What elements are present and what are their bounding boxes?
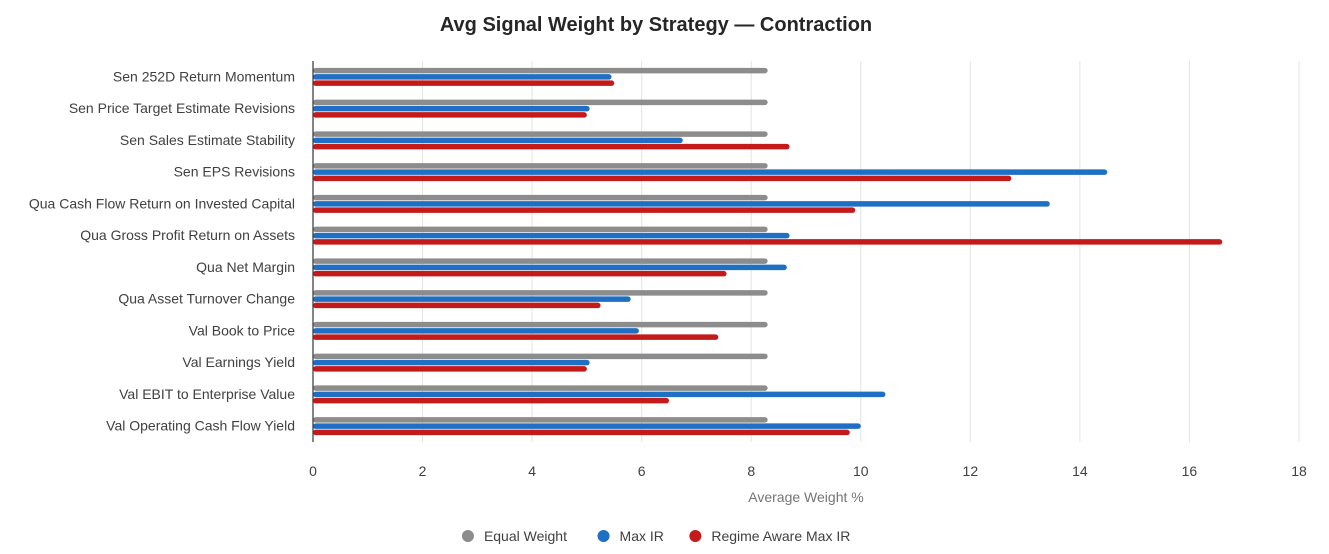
- bar-regime-aware-max-ir: [313, 334, 719, 340]
- bar-regime-aware-max-ir: [313, 429, 850, 436]
- y-category-label: Qua Net Margin: [196, 259, 295, 275]
- legend-item[interactable]: Max IR: [597, 528, 664, 544]
- legend-label: Regime Aware Max IR: [711, 528, 850, 544]
- y-category-label: Sen Price Target Estimate Revisions: [69, 100, 295, 116]
- bar-regime-aware-max-ir: [313, 302, 601, 309]
- bar-equal-weight: [313, 226, 768, 233]
- bar-regime-aware-max-ir: [313, 397, 670, 404]
- x-tick-label: 4: [528, 463, 536, 479]
- y-category-label: Val Book to Price: [189, 322, 296, 338]
- bar-regime-aware-max-ir: [313, 112, 587, 118]
- y-category-label: Sen Sales Estimate Stability: [120, 132, 295, 148]
- legend-marker: [597, 530, 610, 542]
- legend-label: Equal Weight: [484, 528, 567, 544]
- x-tick-label: 18: [1291, 463, 1307, 479]
- bar-regime-aware-max-ir: [313, 270, 727, 277]
- x-tick-label: 14: [1072, 463, 1088, 479]
- bar-max-ir: [313, 391, 886, 398]
- bar-max-ir: [313, 359, 590, 366]
- axes: 0 2 4 6 8 10 12 14 16 18 Sen 252D Return Momentum S…: [29, 61, 1307, 479]
- y-category-label: Val EBIT to Enterprise Value: [119, 386, 295, 402]
- legend-marker: [461, 530, 474, 542]
- x-tick-label: 0: [309, 463, 317, 479]
- bar-max-ir: [313, 264, 787, 271]
- bar-equal-weight: [313, 258, 768, 264]
- bar-equal-weight: [313, 131, 768, 137]
- bar-regime-aware-max-ir: [313, 143, 790, 150]
- bar-regime-aware-max-ir: [313, 80, 615, 86]
- x-axis-title: Average Weight %: [748, 489, 863, 505]
- y-category-label: Qua Asset Turnover Change: [118, 291, 295, 307]
- legend-label: Max IR: [620, 528, 664, 544]
- y-category-label: Sen EPS Revisions: [174, 164, 295, 180]
- bar-regime-aware-max-ir: [313, 207, 856, 213]
- y-category-label: Sen 252D Return Momentum: [113, 68, 295, 84]
- bar-equal-weight: [313, 321, 768, 328]
- bars: [313, 67, 1223, 436]
- bar-equal-weight: [313, 99, 768, 106]
- bar-max-ir: [313, 328, 639, 334]
- bar-max-ir: [313, 105, 590, 112]
- y-category-label: Val Earnings Yield: [182, 354, 295, 370]
- y-category-label: Qua Cash Flow Return on Invested Capital: [29, 195, 295, 211]
- legend-marker: [689, 530, 702, 542]
- x-tick-label: 6: [638, 463, 646, 479]
- x-tick-label: 10: [853, 463, 869, 479]
- bar-equal-weight: [313, 194, 768, 201]
- x-tick-label: 16: [1182, 463, 1198, 479]
- grid-lines: [422, 61, 1300, 442]
- bar-equal-weight: [313, 417, 768, 423]
- bar-max-ir: [313, 296, 631, 302]
- bar-max-ir: [313, 423, 861, 429]
- bar-equal-weight: [313, 67, 768, 74]
- legend: Equal Weight Max IR Regime Aware Max IR: [461, 528, 850, 544]
- bar-equal-weight: [313, 163, 768, 169]
- chart-title: Avg Signal Weight by Strategy — Contract…: [440, 14, 872, 36]
- bar-regime-aware-max-ir: [313, 366, 587, 372]
- bar-max-ir: [313, 74, 612, 80]
- bar-regime-aware-max-ir: [313, 175, 1012, 182]
- bar-max-ir: [313, 201, 1050, 207]
- bar-equal-weight: [313, 353, 768, 360]
- legend-item[interactable]: Equal Weight: [461, 528, 567, 544]
- x-tick-label: 2: [419, 463, 427, 479]
- y-category-label: Val Operating Cash Flow Yield: [106, 418, 295, 434]
- x-tick-label: 8: [747, 463, 755, 479]
- bar-max-ir: [313, 169, 1108, 175]
- y-category-label: Qua Gross Profit Return on Assets: [80, 227, 295, 243]
- bar-equal-weight: [313, 290, 768, 296]
- bar-regime-aware-max-ir: [313, 239, 1223, 245]
- bar-max-ir: [313, 232, 790, 239]
- x-tick-label: 12: [963, 463, 979, 479]
- legend-item[interactable]: Regime Aware Max IR: [689, 528, 850, 544]
- bar-max-ir: [313, 137, 683, 144]
- bar-equal-weight: [313, 385, 768, 391]
